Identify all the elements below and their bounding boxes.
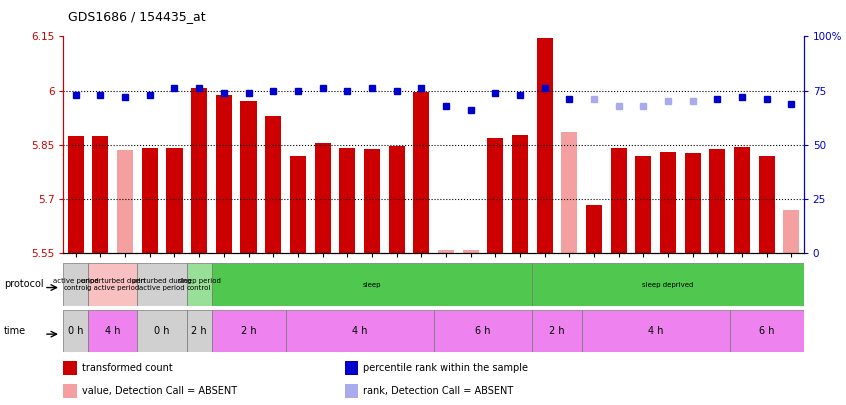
Text: 4 h: 4 h	[105, 326, 120, 336]
Bar	[582, 310, 729, 352]
Bar	[88, 310, 137, 352]
Bar	[339, 148, 355, 253]
Bar	[137, 310, 187, 352]
Bar	[532, 310, 581, 352]
Text: unperturbed durin
g active period: unperturbed durin g active period	[80, 278, 145, 291]
Bar	[684, 153, 700, 253]
Text: rank, Detection Call = ABSENT: rank, Detection Call = ABSENT	[363, 386, 514, 396]
Bar	[344, 384, 358, 398]
Text: GDS1686 / 154435_at: GDS1686 / 154435_at	[68, 10, 206, 23]
Bar	[413, 92, 429, 253]
Bar	[561, 132, 577, 253]
Bar	[142, 148, 158, 253]
Text: 4 h: 4 h	[648, 326, 663, 336]
Bar	[187, 263, 212, 306]
Bar	[88, 263, 137, 306]
Bar	[240, 102, 256, 253]
Bar	[635, 156, 651, 253]
Bar	[187, 310, 212, 352]
Text: 0 h: 0 h	[68, 326, 84, 336]
Bar	[586, 205, 602, 253]
Text: time: time	[4, 326, 26, 336]
Bar	[63, 361, 77, 375]
Bar	[783, 210, 799, 253]
Bar	[438, 250, 454, 253]
Bar	[285, 310, 433, 352]
Bar	[191, 88, 207, 253]
Bar	[63, 310, 88, 352]
Text: perturbed during
active period: perturbed during active period	[133, 278, 192, 291]
Bar	[137, 263, 187, 306]
Text: 2 h: 2 h	[241, 326, 256, 336]
Bar	[759, 156, 775, 253]
Bar	[388, 145, 404, 253]
Bar	[63, 263, 88, 306]
Text: transformed count: transformed count	[82, 363, 173, 373]
Bar	[216, 95, 232, 253]
Bar	[734, 147, 750, 253]
Text: sleep: sleep	[363, 281, 382, 288]
Bar	[167, 148, 183, 253]
Text: active period
control: active period control	[53, 278, 99, 291]
Bar	[512, 135, 528, 253]
Text: protocol: protocol	[4, 279, 44, 289]
Bar	[709, 149, 725, 253]
Text: sleep period
control: sleep period control	[178, 278, 221, 291]
Bar	[117, 150, 133, 253]
Bar	[315, 143, 331, 253]
Bar	[536, 38, 552, 253]
Text: 0 h: 0 h	[155, 326, 170, 336]
Bar	[660, 152, 676, 253]
Text: 2 h: 2 h	[549, 326, 565, 336]
Text: 2 h: 2 h	[191, 326, 207, 336]
Text: 6 h: 6 h	[759, 326, 774, 336]
Bar	[532, 263, 804, 306]
Bar	[68, 136, 84, 253]
Bar	[212, 263, 532, 306]
Bar	[92, 136, 108, 253]
Bar	[611, 148, 627, 253]
Bar	[364, 149, 380, 253]
Bar	[433, 310, 532, 352]
Bar	[487, 138, 503, 253]
Bar	[290, 156, 306, 253]
Bar	[463, 250, 479, 253]
Bar	[729, 310, 804, 352]
Text: value, Detection Call = ABSENT: value, Detection Call = ABSENT	[82, 386, 237, 396]
Bar	[212, 310, 285, 352]
Bar	[344, 361, 358, 375]
Text: percentile rank within the sample: percentile rank within the sample	[363, 363, 528, 373]
Text: 6 h: 6 h	[475, 326, 491, 336]
Bar	[63, 384, 77, 398]
Bar	[265, 116, 281, 253]
Text: sleep deprived: sleep deprived	[642, 281, 694, 288]
Text: 4 h: 4 h	[352, 326, 367, 336]
